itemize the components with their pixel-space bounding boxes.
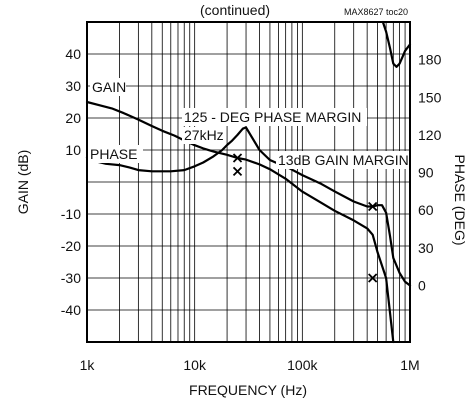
crossing-marker (232, 166, 243, 176)
markers-group (232, 153, 378, 283)
phase-margin-label: 125 - DEG PHASE MARGIN (184, 109, 361, 125)
plot-frame (86, 21, 411, 343)
y-left-tick-label: 30 (65, 78, 81, 94)
gain-margin-label: 13dB GAIN MARGIN (278, 152, 409, 168)
x-tick-label: 1k (80, 357, 96, 373)
x-axis-ticks: 1k 10k 100k 1M (80, 357, 420, 373)
phase-label: PHASE (90, 146, 137, 162)
y-right-tick-label: 120 (418, 127, 442, 143)
y-left-tick-label: -40 (61, 302, 81, 318)
y-left-tick-label: -20 (61, 238, 81, 254)
y-right-tick-label: 0 (418, 278, 426, 294)
chart-title: (continued) (200, 2, 270, 18)
series-gain-line (85, 100, 395, 344)
y-right-tick-label: 60 (418, 202, 434, 218)
left-axis-ticks: 40 30 20 10 -10 -20 -30 -40 (61, 46, 81, 318)
x-tick-label: 100k (287, 357, 318, 373)
right-axis-ticks: 180 150 120 90 60 30 0 (418, 52, 442, 294)
y-left-tick-label: -30 (61, 270, 81, 286)
y-left-tick-label: 40 (65, 46, 81, 62)
y-left-tick-label: 20 (65, 110, 81, 126)
y-left-tick-label: 10 (65, 142, 81, 158)
y-right-tick-label: 150 (418, 89, 442, 105)
x-tick-label: 1M (400, 357, 419, 373)
freq-label-bg (182, 127, 225, 144)
crossing-marker (368, 201, 378, 212)
y-left-tick-label: -10 (61, 206, 81, 222)
phase-margin-bg (182, 108, 367, 126)
y-right-tick-label: 90 (418, 165, 434, 181)
figure-code: MAX8627 toc20 (344, 7, 408, 17)
series-upper-branch-line (381, 20, 412, 68)
crossing-marker (232, 153, 243, 163)
phase-label-bg (88, 145, 143, 163)
y-right-tick-label: 180 (418, 52, 442, 68)
x-tick-label: 10k (183, 357, 207, 373)
x-axis-title: FREQUENCY (Hz) (189, 382, 307, 398)
y-left-axis-title: GAIN (dB) (15, 150, 31, 215)
series-phase-line (85, 126, 412, 287)
crossing-marker (368, 273, 378, 283)
freq-label: 27kHz (184, 127, 224, 143)
gain-label-bg (90, 78, 126, 96)
gain-label: GAIN (92, 79, 126, 95)
gain-margin-bg (276, 151, 407, 169)
y-right-tick-label: 30 (418, 240, 434, 256)
y-right-axis-title: PHASE (DEG) (452, 154, 468, 245)
grid (87, 22, 410, 342)
